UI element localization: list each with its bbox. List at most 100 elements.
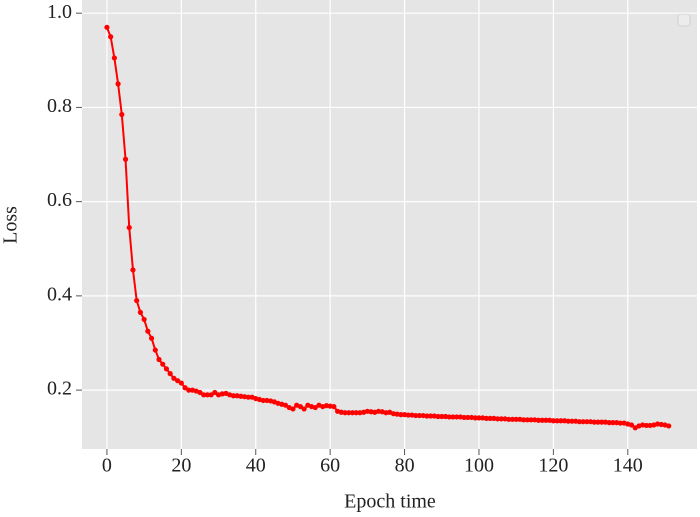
point (643, 422, 650, 429)
point (535, 417, 542, 423)
point (628, 422, 635, 428)
point (301, 406, 307, 412)
point (569, 418, 575, 424)
point (413, 412, 419, 419)
point (201, 392, 207, 398)
point (230, 393, 237, 399)
point (111, 55, 117, 61)
point (204, 392, 210, 398)
point (134, 297, 140, 304)
point (599, 419, 605, 425)
point (528, 417, 534, 423)
point (126, 224, 132, 231)
point (108, 34, 114, 40)
x-tick-label: 60 (320, 455, 340, 477)
point (450, 414, 456, 420)
point (550, 418, 556, 424)
legend-box (677, 13, 691, 27)
point (424, 413, 430, 419)
point (472, 415, 478, 421)
point (141, 316, 147, 323)
point (331, 403, 337, 410)
point (398, 412, 404, 418)
point (558, 418, 564, 424)
point (524, 417, 530, 423)
point (297, 403, 303, 410)
point (483, 415, 490, 421)
point (186, 387, 192, 393)
point (353, 410, 359, 416)
point (182, 385, 188, 391)
point (115, 81, 121, 87)
point (513, 416, 519, 422)
point (197, 389, 203, 396)
point (439, 413, 445, 420)
x-tick-label: 140 (613, 455, 643, 477)
y-tick-label: 0.8 (47, 95, 72, 117)
point (282, 402, 289, 408)
point (163, 366, 170, 372)
point (580, 419, 586, 425)
point (152, 347, 158, 353)
point (498, 416, 504, 422)
point (476, 415, 482, 421)
point (208, 392, 214, 398)
point (104, 24, 110, 30)
x-tick-label: 100 (464, 455, 494, 477)
x-tick-label: 40 (246, 455, 266, 477)
point (405, 412, 411, 418)
point (160, 361, 166, 367)
point (342, 410, 348, 416)
point (454, 414, 460, 420)
point (446, 414, 452, 420)
x-tick-label: 120 (538, 455, 568, 477)
point (461, 414, 467, 421)
point (346, 410, 352, 416)
plot-area (82, 0, 697, 449)
y-tick-label: 0.4 (47, 283, 72, 305)
point (565, 418, 571, 424)
x-tick-label: 20 (171, 455, 191, 477)
point (148, 335, 155, 341)
point (119, 111, 125, 118)
point (576, 419, 583, 425)
point (260, 397, 266, 404)
point (349, 410, 356, 416)
point (245, 394, 251, 400)
point (554, 418, 560, 424)
point (167, 371, 173, 377)
point (494, 416, 501, 422)
point (428, 413, 434, 419)
point (666, 423, 672, 429)
point (595, 419, 601, 425)
y-tick-label: 0.2 (47, 378, 72, 400)
y-tick-label: 1.0 (47, 1, 72, 23)
point (543, 417, 549, 423)
point (521, 417, 527, 423)
point (212, 389, 218, 396)
point (509, 416, 516, 422)
point (591, 419, 597, 425)
point (145, 328, 151, 334)
point (137, 309, 144, 315)
point (312, 404, 318, 411)
point (178, 380, 184, 386)
point (606, 420, 612, 426)
point (610, 420, 616, 426)
point (465, 414, 471, 421)
point (130, 267, 136, 273)
x-axis-label: Epoch time (344, 491, 436, 513)
point (175, 378, 181, 384)
point (584, 419, 590, 425)
point (487, 415, 493, 421)
point (617, 420, 623, 426)
point (539, 417, 545, 423)
point (171, 375, 177, 381)
point (506, 416, 512, 422)
y-tick-label: 0.6 (47, 189, 72, 211)
point (290, 406, 296, 412)
point (435, 413, 441, 420)
point (122, 156, 129, 162)
point (416, 412, 423, 419)
